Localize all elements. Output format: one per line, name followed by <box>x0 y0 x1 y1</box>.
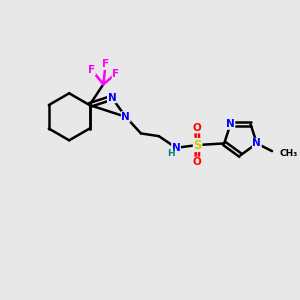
Text: F: F <box>88 65 95 75</box>
Text: H: H <box>167 149 175 158</box>
Text: N: N <box>226 119 235 129</box>
Text: N: N <box>253 138 261 148</box>
Text: O: O <box>193 157 202 167</box>
Text: N: N <box>121 112 130 122</box>
Text: F: F <box>112 69 119 79</box>
Text: O: O <box>193 123 202 133</box>
Text: S: S <box>194 139 202 152</box>
Text: N: N <box>172 143 180 153</box>
Text: F: F <box>102 59 109 69</box>
Text: CH₃: CH₃ <box>280 149 298 158</box>
Text: N: N <box>107 93 116 103</box>
